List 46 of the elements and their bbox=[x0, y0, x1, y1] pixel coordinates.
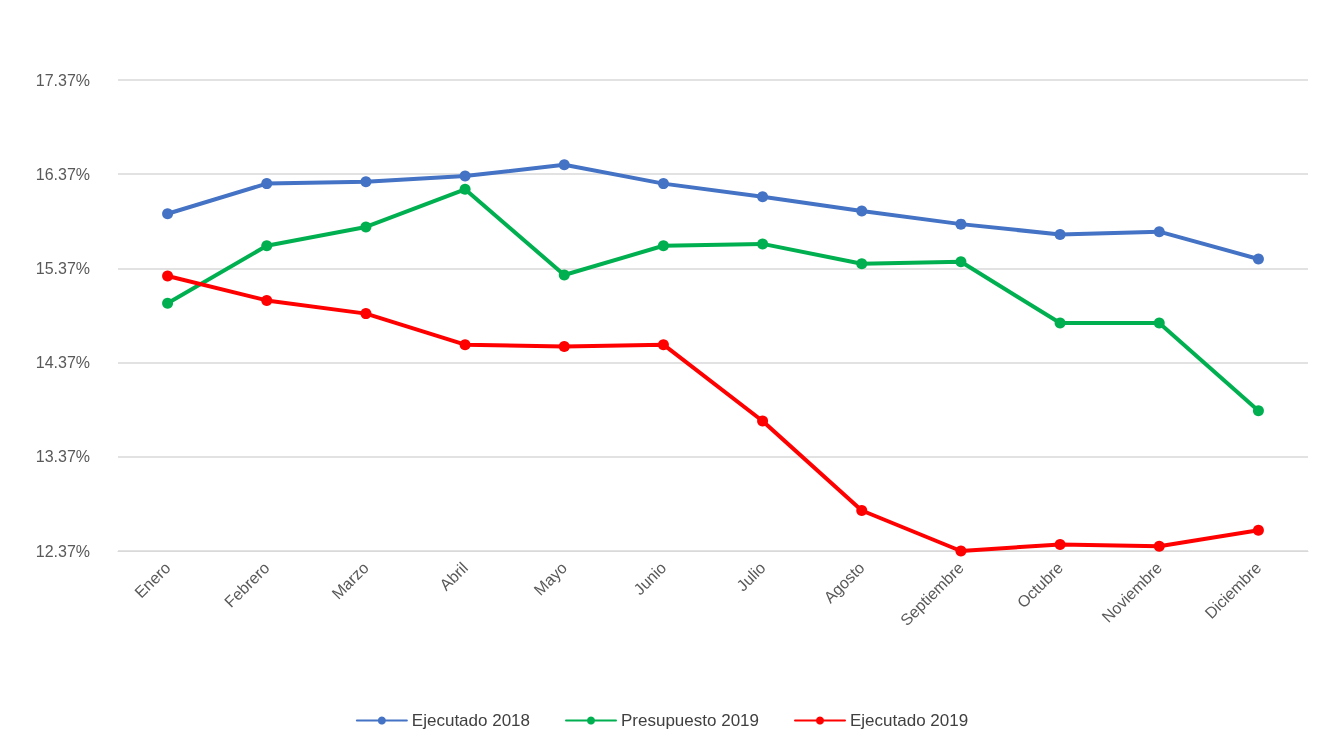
legend-label: Presupuesto 2019 bbox=[621, 711, 759, 730]
point bbox=[657, 178, 669, 190]
point bbox=[558, 341, 570, 353]
point bbox=[261, 240, 273, 252]
point bbox=[360, 176, 372, 188]
point bbox=[1054, 317, 1066, 329]
point bbox=[1153, 317, 1165, 329]
point bbox=[459, 339, 471, 351]
point bbox=[955, 545, 967, 557]
y-tick-label: 14.37% bbox=[35, 354, 90, 372]
point bbox=[360, 221, 372, 233]
point bbox=[757, 415, 769, 427]
y-tick-label: 15.37% bbox=[35, 259, 90, 277]
point bbox=[162, 208, 174, 220]
point bbox=[459, 183, 471, 195]
point bbox=[1153, 226, 1165, 238]
point bbox=[261, 294, 273, 306]
point bbox=[1252, 405, 1264, 417]
point bbox=[261, 178, 273, 190]
point bbox=[657, 339, 669, 351]
legend-label: Ejecutado 2018 bbox=[411, 711, 531, 730]
point bbox=[1054, 228, 1066, 240]
point bbox=[1252, 253, 1264, 265]
point bbox=[657, 240, 669, 252]
point bbox=[459, 170, 471, 182]
point bbox=[360, 308, 372, 320]
point bbox=[856, 258, 868, 270]
point bbox=[558, 269, 570, 281]
point bbox=[856, 205, 868, 217]
point bbox=[1054, 538, 1066, 550]
point bbox=[955, 256, 967, 268]
point bbox=[1153, 540, 1165, 552]
y-tick-label: 12.37% bbox=[35, 542, 90, 560]
point bbox=[955, 218, 967, 230]
point bbox=[162, 297, 174, 309]
legend-label: Ejecutado 2019 bbox=[850, 711, 969, 730]
y-tick-label: 13.37% bbox=[35, 448, 90, 466]
x-tick-label: Julio bbox=[733, 558, 769, 595]
y-tick-label: 17.37% bbox=[35, 71, 90, 89]
point bbox=[757, 238, 769, 250]
point bbox=[1252, 524, 1264, 536]
point bbox=[757, 191, 769, 203]
y-tick-label: 16.37% bbox=[35, 165, 90, 183]
point bbox=[558, 159, 570, 171]
point bbox=[162, 270, 174, 282]
point bbox=[856, 505, 868, 516]
